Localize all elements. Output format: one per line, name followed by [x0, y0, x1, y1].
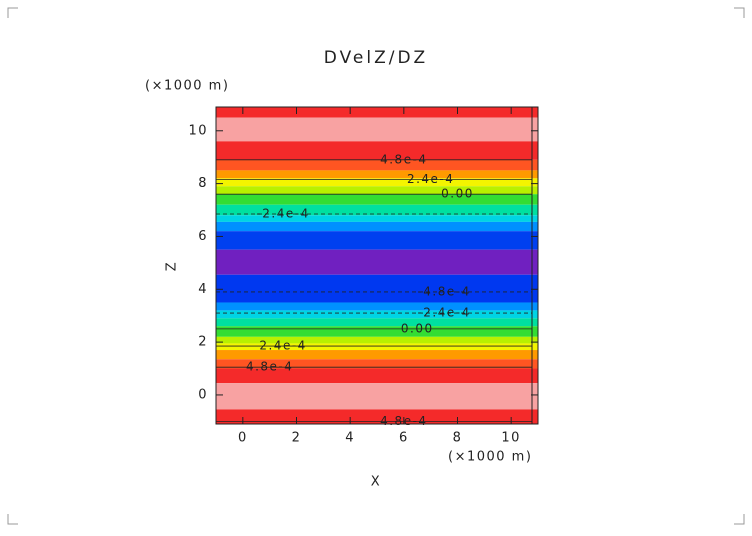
contour-label: -4.8e-4: [417, 284, 470, 298]
contour-label: 4.8e-4: [246, 360, 293, 374]
y-tick-label: 6: [198, 229, 208, 244]
y-tick-label: 8: [198, 176, 208, 191]
plot-frame: [215, 106, 539, 425]
contour-label: 2.4e-4: [259, 339, 306, 353]
contour-band: [216, 107, 538, 118]
x-tick-label: 2: [292, 431, 302, 446]
contour-band: [216, 326, 538, 337]
contour-label: -2.4e-4: [256, 206, 309, 220]
contour-band: [216, 350, 538, 360]
contour-band: [216, 159, 538, 171]
contour-band: [216, 274, 538, 303]
contour-band: [216, 178, 538, 187]
contour-band: [216, 117, 538, 142]
contour-band: [216, 204, 538, 216]
y-tick-label: 2: [198, 335, 208, 350]
corner-marks: [7, 7, 745, 525]
y-axis-label: Z: [165, 261, 180, 271]
contour-band: [216, 310, 538, 319]
x-tick-label: 4: [345, 431, 355, 446]
contour-label: 0.00: [401, 321, 434, 335]
contour-label: 0.00: [441, 187, 474, 201]
contour-band: [216, 318, 538, 327]
chart-title: DVelZ/DZ: [324, 48, 428, 68]
contour-band: [216, 368, 538, 384]
contour-label: -2.4e-4: [417, 306, 470, 320]
contour-band: [216, 231, 538, 250]
y-tick-label: 4: [198, 282, 208, 297]
contour-band: [216, 343, 538, 351]
x-tick-label: 0: [238, 431, 248, 446]
x-unit: (×1000 m): [448, 450, 532, 465]
contour-band: [216, 221, 538, 232]
contour-band: [216, 141, 538, 160]
contour-band: [216, 249, 538, 275]
contour-band: [216, 383, 538, 410]
contour-label: 4.8e-4: [380, 152, 427, 166]
contour-band: [216, 302, 538, 311]
y-tick-label: 10: [188, 123, 208, 138]
contour-label: 2.4e-4: [407, 172, 454, 186]
contour-band: [216, 359, 538, 369]
y-tick-label: 0: [198, 387, 208, 402]
contour-band: [216, 186, 538, 195]
contour-band: [216, 170, 538, 179]
y-unit: (×1000 m): [145, 79, 229, 94]
x-tick-label: 6: [399, 431, 409, 446]
contour-band: [216, 215, 538, 222]
x-tick-label: 8: [453, 431, 463, 446]
contour-band: [216, 336, 538, 344]
x-tick-label: 10: [501, 431, 521, 446]
x-axis-label: X: [371, 475, 381, 490]
contour-band: [216, 194, 538, 205]
